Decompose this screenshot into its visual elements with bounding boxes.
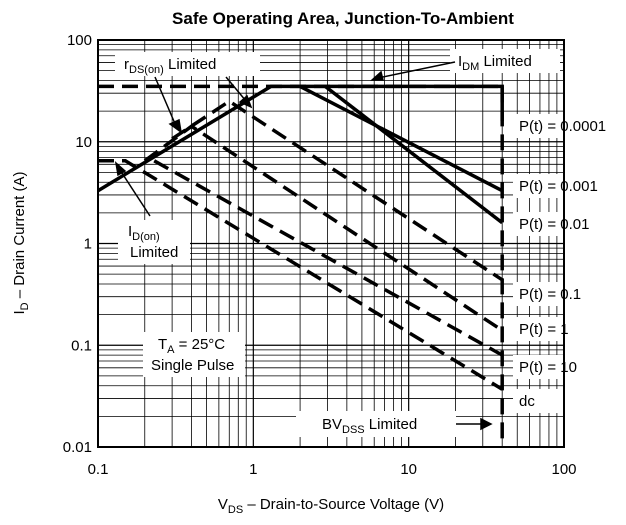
rds-arrow-line-2 [225, 76, 247, 102]
y-axis-label: ID – Drain Current (A) [11, 172, 31, 315]
label-mask [513, 355, 566, 379]
x-tick-label: 1 [249, 461, 257, 478]
tick-labels: 0.1 1 10 100 0.01 0.1 1 10 100 [63, 32, 577, 478]
idon-arrow-head [114, 161, 127, 177]
label-mask [513, 114, 566, 138]
bvdss-arrow-head [480, 417, 493, 431]
svg-text:ID(on): ID(on) [128, 223, 160, 243]
ta-label: TA = 25°C Single Pulse [151, 336, 234, 374]
rds-arrow-head-1 [168, 118, 183, 134]
series-line-2 [324, 85, 504, 225]
annotation-arrows [114, 61, 493, 431]
x-axis-label: VDS – Drain-to-Source Voltage (V) [218, 496, 444, 516]
svg-text:Single Pulse: Single Pulse [151, 357, 234, 374]
x-tick-label: 10 [400, 461, 417, 478]
svg-text:BVDSS Limited: BVDSS Limited [322, 416, 417, 436]
series-line-5 [153, 159, 504, 357]
rds-label: rDS(on) Limited [124, 56, 216, 76]
pt-label-0: P(t) = 0.0001 [519, 118, 606, 135]
pt-label-4: P(t) = 1 [519, 321, 569, 338]
label-mask [513, 389, 566, 413]
label-mask [115, 52, 260, 76]
idm-arrow-head [370, 70, 384, 81]
svg-text:rDS(on) Limited: rDS(on) Limited [124, 56, 216, 76]
bvdss-label: BVDSS Limited [322, 416, 417, 436]
label-mask [513, 174, 566, 198]
idon-label: ID(on) Limited [128, 223, 178, 261]
series-line-6 [98, 159, 504, 391]
pt-label-1: P(t) = 0.001 [519, 178, 598, 195]
x-tick-label: 0.1 [88, 461, 109, 478]
pt-label-5: P(t) = 10 [519, 359, 577, 376]
label-mask [450, 49, 560, 73]
svg-text:IDM Limited: IDM Limited [458, 53, 532, 73]
label-mask [296, 411, 456, 437]
series-line-1 [299, 84, 504, 193]
label-mask [118, 220, 190, 264]
y-tick-label: 1 [84, 236, 92, 253]
series-line-4 [143, 124, 504, 332]
y-tick-label: 10 [75, 134, 92, 151]
label-mask [513, 282, 566, 306]
y-tick-label: 100 [67, 32, 92, 49]
y-tick-label: 0.01 [63, 439, 92, 456]
x-tick-label: 100 [551, 461, 576, 478]
svg-text:TA = 25°C: TA = 25°C [158, 336, 225, 356]
pt-label-3: P(t) = 0.1 [519, 286, 581, 303]
label-mask [513, 317, 566, 341]
idm-arrow-line [377, 61, 456, 79]
rds-arrow-head-2 [238, 94, 253, 109]
plot-frame [97, 39, 565, 448]
y-tick-label: 0.1 [71, 337, 92, 354]
idon-arrow-line [119, 169, 151, 217]
label-mask [513, 212, 566, 236]
pt-label-6: dc [519, 393, 535, 410]
series-layer [97, 84, 504, 447]
pt-label-2: P(t) = 0.01 [519, 216, 589, 233]
chart-title: Safe Operating Area, Junction-To-Ambient [172, 9, 514, 28]
idm-label: IDM Limited [458, 53, 532, 73]
label-mask [143, 332, 245, 377]
label-masks [115, 49, 566, 437]
svg-text:Limited: Limited [130, 244, 178, 261]
rds-arrow-line-1 [154, 76, 177, 127]
